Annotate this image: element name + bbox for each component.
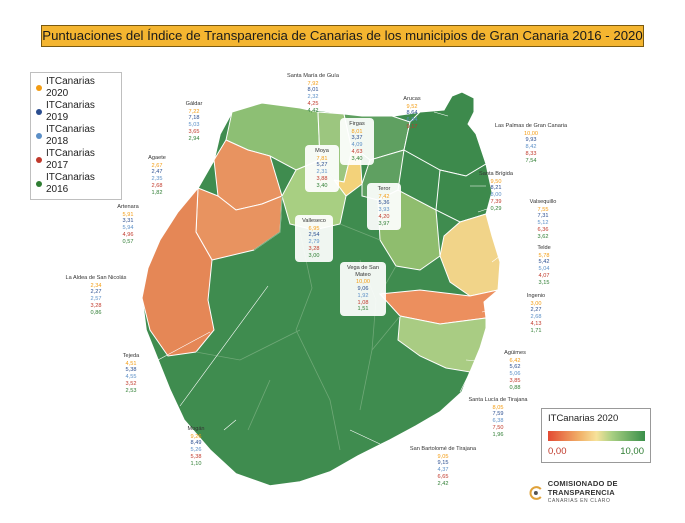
region-aguimes	[397, 315, 487, 373]
label-moya: Moya 7,81 5,27 2,31 3,88 3,40	[305, 145, 339, 193]
region-la-aldea	[141, 186, 215, 357]
legend-dot-icon	[36, 133, 42, 139]
label-la-aldea: La Aldea de San Nicolás 2,34 2,27 2,57 3…	[65, 275, 127, 316]
label-telde: Telde 5,78 5,42 5,04 4,07 3,15	[537, 245, 551, 286]
legend-item-2018: ITCanarias 2018	[36, 124, 116, 148]
scale-min: 0,00	[548, 446, 567, 457]
logo-line2: CANARIAS EN CLARO	[547, 498, 611, 504]
legend-item-2017: ITCanarias 2017	[36, 148, 116, 172]
scale-max: 10,00	[620, 446, 644, 457]
label-las-palmas: Las Palmas de Gran Canaria 10,00 9,93 8,…	[494, 123, 568, 164]
color-scale: ITCanarias 2020 0,00 10,00	[541, 408, 651, 463]
scale-gradient	[548, 431, 645, 441]
label-mogan: Mogán 9,26 8,49 5,26 5,38 1,10	[187, 426, 205, 467]
label-galdar: Gáldar 7,22 7,18 5,03 3,65 2,94	[185, 101, 203, 142]
label-agaete: Agaete 2,67 2,47 2,35 2,68 1,82	[148, 155, 166, 196]
leader-lines	[157, 111, 501, 445]
label-tejeda: Tejeda 4,51 5,38 4,55 3,52 2,53	[122, 353, 140, 394]
label-firgas: Firgas 8,01 3,37 4,09 4,63 3,40	[340, 118, 374, 166]
legend-dot-icon	[36, 85, 42, 91]
scale-title: ITCanarias 2020	[548, 413, 619, 424]
label-ingenio: Ingenio 3,00 2,27 2,68 4,13 1,71	[526, 293, 546, 334]
legend-item-2020: ITCanarias 2020	[36, 76, 116, 100]
region-santa-brigida	[435, 163, 493, 223]
label-san-bartolome: San Bartolomé de Tirajana 9,05 9,15 4,37…	[409, 446, 477, 487]
legend-dot-icon	[36, 181, 42, 187]
label-valleseco: Valleseco 6,95 2,54 2,79 3,28 3,00	[295, 215, 333, 263]
legend: ITCanarias 2020 ITCanarias 2019 ITCanari…	[30, 72, 122, 200]
legend-item-2016: ITCanarias 2016	[36, 172, 116, 196]
logo-line1: COMISIONADO DE TRANSPARENCIA	[547, 479, 618, 497]
label-valsequillo: Valsequillo 7,55 7,31 5,12 6,36 3,62	[529, 199, 557, 240]
map-title: Puntuaciones del Índice de Transparencia…	[41, 25, 644, 47]
label-arucas: Arucas 9,52 8,64 6,84 9,17	[403, 96, 421, 130]
label-artenara: Artenara 5,91 3,31 5,94 4,96 0,57	[117, 204, 139, 245]
label-teror: Teror 7,42 5,36 3,93 4,20 3,97	[367, 183, 401, 231]
label-santa-lucia: Santa Lucía de Tirajana 8,05 7,59 6,38 7…	[468, 397, 528, 438]
legend-dot-icon	[36, 109, 42, 115]
label-vega-de-san-mateo: Vega de San Mateo 10,00 9,06 1,92 1,08 1…	[340, 262, 386, 316]
label-aguimes: Agüimes 6,42 5,62 5,06 3,85 0,88	[504, 350, 526, 391]
logo-icon	[529, 485, 542, 500]
legend-dot-icon	[36, 157, 42, 163]
logo: COMISIONADO DE TRANSPARENCIA CANARIAS EN…	[528, 479, 685, 506]
label-santa-maria-de-guia: Santa María de Guía 7,92 8,01 2,32 4,25 …	[287, 73, 339, 114]
label-santa-brigida: Santa Brígida 9,50 8,21 8,00 7,39 0,29	[479, 171, 513, 212]
legend-item-2019: ITCanarias 2019	[36, 100, 116, 124]
